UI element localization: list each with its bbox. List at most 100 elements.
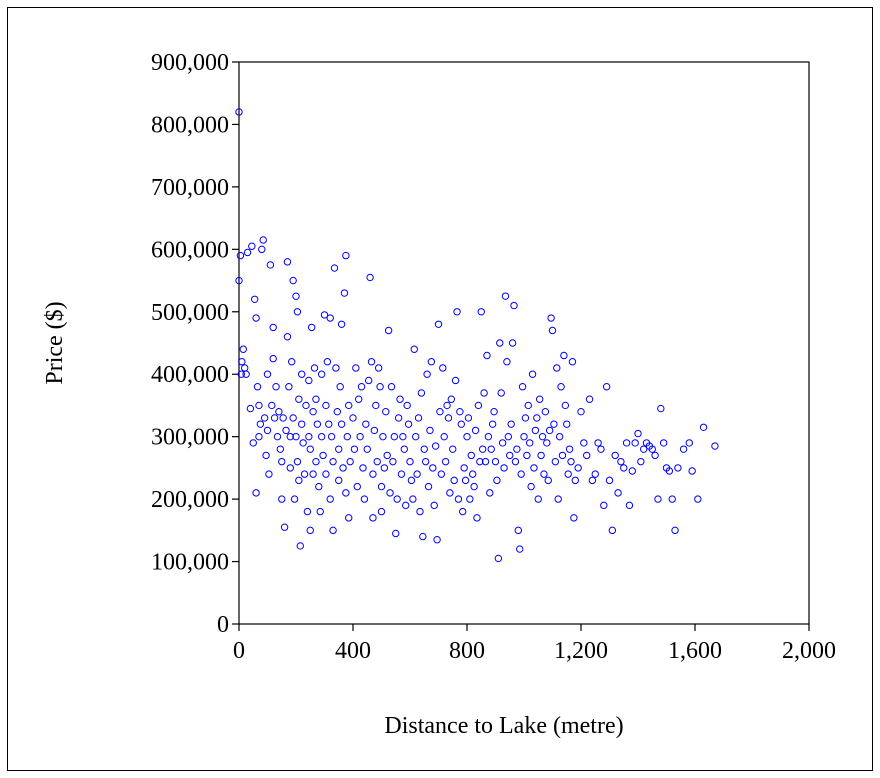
data-point	[402, 501, 410, 510]
y-tick-label: 900,000	[151, 50, 229, 76]
data-point	[622, 439, 631, 447]
data-point	[571, 476, 579, 485]
data-point	[255, 432, 263, 441]
data-point	[235, 108, 243, 116]
data-point	[317, 432, 326, 441]
data-point	[518, 383, 527, 391]
data-point	[293, 457, 302, 466]
data-point	[384, 326, 393, 335]
data-point	[336, 383, 344, 391]
data-point	[446, 489, 454, 497]
data-point	[303, 507, 312, 516]
data-point	[540, 470, 548, 478]
data-point	[372, 401, 380, 410]
data-point	[369, 470, 377, 478]
data-point	[533, 414, 541, 422]
data-point	[317, 370, 326, 378]
data-point	[379, 432, 387, 441]
data-point	[694, 495, 702, 503]
data-point	[249, 439, 257, 447]
data-point	[356, 432, 364, 441]
data-point	[335, 476, 343, 485]
data-point	[437, 470, 446, 478]
data-point	[423, 370, 431, 378]
data-point	[534, 495, 542, 503]
data-point	[307, 323, 316, 332]
data-point	[565, 445, 574, 453]
data-point	[523, 451, 531, 460]
data-point	[711, 442, 719, 450]
data-point	[524, 401, 532, 410]
data-point	[329, 526, 337, 535]
data-point	[605, 476, 614, 485]
data-point	[634, 429, 642, 438]
data-point	[488, 420, 497, 428]
data-point	[377, 482, 386, 491]
data-point	[300, 470, 309, 478]
data-point	[568, 358, 577, 366]
x-tick-label: 800	[449, 638, 485, 664]
data-point	[288, 358, 296, 366]
data-point	[403, 401, 411, 410]
data-point	[236, 251, 245, 260]
data-point	[292, 292, 300, 300]
data-point	[342, 251, 350, 260]
y-tick-label: 700,000	[151, 175, 229, 201]
data-point	[470, 482, 478, 491]
data-point	[337, 320, 346, 328]
data-point	[497, 389, 505, 397]
x-tick-label: 400	[335, 638, 371, 664]
data-point	[561, 401, 570, 410]
data-point	[357, 383, 366, 391]
data-point	[316, 507, 324, 516]
data-point	[431, 442, 440, 450]
data-point	[309, 407, 317, 416]
x-tick-label: 1,200	[554, 638, 608, 664]
data-point	[417, 389, 426, 397]
data-point	[279, 414, 287, 422]
data-point	[657, 404, 665, 413]
data-point	[557, 383, 565, 391]
plot-area	[238, 61, 810, 625]
data-point	[260, 414, 269, 422]
data-point	[563, 420, 571, 428]
data-point	[360, 495, 369, 503]
data-point	[275, 407, 283, 416]
data-point	[588, 476, 597, 485]
data-point	[564, 470, 572, 478]
data-point	[469, 470, 477, 478]
data-point	[477, 308, 485, 316]
data-point	[407, 476, 416, 485]
data-point	[496, 339, 504, 347]
data-point	[349, 414, 357, 422]
data-point	[406, 457, 414, 466]
data-point	[295, 476, 303, 485]
data-point	[456, 407, 464, 416]
data-point	[460, 464, 468, 472]
data-point	[412, 432, 420, 441]
data-point	[377, 507, 386, 516]
data-point	[494, 554, 503, 563]
data-point	[434, 320, 443, 328]
data-point	[421, 457, 430, 466]
data-point	[471, 426, 480, 435]
data-point	[302, 401, 310, 410]
data-point	[614, 489, 622, 497]
data-point	[463, 432, 471, 441]
data-point	[665, 467, 674, 475]
data-point	[527, 482, 535, 491]
data-point	[461, 476, 470, 485]
data-point	[507, 420, 515, 428]
data-point	[376, 383, 384, 391]
data-point	[550, 420, 558, 428]
data-point	[659, 439, 668, 447]
data-point	[585, 395, 594, 403]
data-point	[310, 364, 319, 372]
data-point	[481, 457, 490, 466]
data-point	[387, 383, 396, 391]
data-point	[305, 432, 313, 441]
data-point	[648, 445, 656, 453]
data-point	[617, 457, 625, 466]
chart-frame: 0 400 800 1,200 1,600 2,000 0 100,000 200,000 30…	[7, 7, 873, 771]
data-point	[340, 289, 349, 297]
